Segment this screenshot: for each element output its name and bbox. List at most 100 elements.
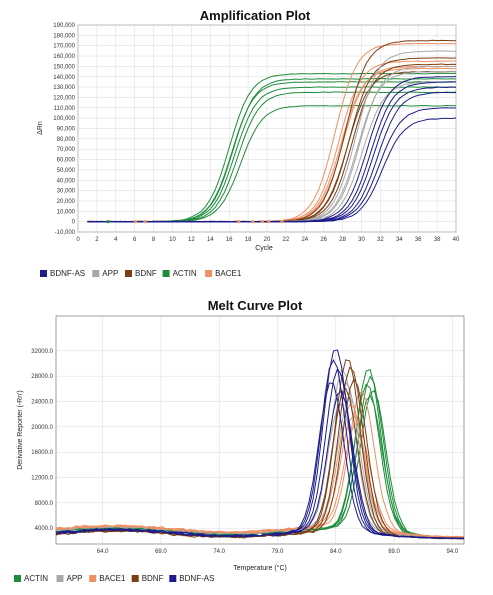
legend-swatch-app <box>56 575 64 582</box>
x-tick-label: 28 <box>339 237 346 243</box>
y-tick-label: 30,000 <box>57 189 76 195</box>
x-tick-label: 32 <box>377 237 384 243</box>
melt-curve-chart: Melt Curve Plot 4000.0 8000.0 12000.0 16000… <box>14 298 465 583</box>
y-tick-label: 0 <box>72 220 76 226</box>
y-tick-label: 110,000 <box>54 106 76 112</box>
x-tick-label: 0 <box>76 237 80 243</box>
x-tick-label: 74.0 <box>213 549 225 555</box>
amplification-legend: BDNF-AS APP BDNF ACTIN BACE1 <box>40 269 242 278</box>
y-tick-label: 10,000 <box>57 209 76 215</box>
legend-label-bdnf-as: BDNF-AS <box>50 269 85 278</box>
x-tick-label: 26 <box>320 237 327 243</box>
y-tick-label: 8000.0 <box>35 501 54 507</box>
legend-swatch-actin <box>14 575 21 582</box>
legend-label-bace1: BACE1 <box>215 269 242 278</box>
legend-swatch-bace1 <box>89 575 97 582</box>
amplification-curves <box>87 39 457 223</box>
amplification-title: Amplification Plot <box>200 8 311 23</box>
x-tick-label: 6 <box>133 237 137 243</box>
legend-label-bace1: BACE1 <box>99 574 126 583</box>
baseline-marker <box>280 220 284 224</box>
amplification-baseline-markers <box>106 220 284 224</box>
y-tick-label: 120,000 <box>53 95 75 101</box>
legend-label-bdnf: BDNF <box>135 269 157 278</box>
melt-y-ticks: 4000.0 8000.0 12000.0 16000.0 20000.0 24000.0… <box>31 349 53 532</box>
y-tick-label: 90,000 <box>57 127 76 133</box>
x-tick-label: 22 <box>283 237 290 243</box>
y-tick-label: 140,000 <box>53 75 75 81</box>
x-tick-label: 40 <box>453 237 460 243</box>
legend-label-bdnf-as: BDNF-AS <box>179 574 214 583</box>
x-tick-label: 14 <box>207 237 214 243</box>
y-tick-label: 40,000 <box>57 178 76 184</box>
x-tick-label: 36 <box>415 237 422 243</box>
baseline-marker <box>251 220 255 224</box>
melt-plot-area <box>55 315 465 545</box>
amplification-y-label: ΔRn <box>37 121 44 135</box>
y-tick-label: 60,000 <box>57 158 76 164</box>
y-tick-label: 180,000 <box>53 33 75 39</box>
y-tick-label: 28000.0 <box>31 374 53 380</box>
x-tick-label: 89.0 <box>388 549 400 555</box>
x-tick-label: 12 <box>188 237 195 243</box>
amplification-grid <box>77 24 457 233</box>
baseline-marker <box>143 220 147 224</box>
x-tick-label: 84.0 <box>330 549 342 555</box>
x-tick-label: 64.0 <box>97 549 109 555</box>
amplification-chart: Amplification Plot -10,000010,00020,0003… <box>37 8 460 278</box>
legend-label-bdnf: BDNF <box>142 574 164 583</box>
y-tick-label: 100,000 <box>53 116 75 122</box>
melt-title: Melt Curve Plot <box>208 298 303 313</box>
x-tick-label: 16 <box>226 237 233 243</box>
curve-bdnf-as <box>55 389 465 539</box>
legend-swatch-actin <box>162 270 170 277</box>
legend-swatch-app <box>92 270 100 277</box>
y-tick-label: 20000.0 <box>31 425 53 431</box>
y-tick-label: 50,000 <box>57 168 76 174</box>
melt-x-ticks: 64.0 69.0 74.0 79.0 84.0 89.0 94.0 <box>97 549 459 555</box>
x-tick-label: 4 <box>114 237 118 243</box>
y-tick-label: 32000.0 <box>31 349 53 355</box>
y-tick-label: 130,000 <box>53 85 75 91</box>
y-tick-label: 4000.0 <box>35 526 54 532</box>
x-tick-label: 24 <box>301 237 308 243</box>
x-tick-label: 30 <box>358 237 365 243</box>
y-tick-label: 12000.0 <box>31 476 53 482</box>
legend-label-app: APP <box>67 574 83 583</box>
baseline-marker <box>106 220 110 224</box>
baseline-marker <box>267 220 271 224</box>
x-tick-label: 38 <box>434 237 441 243</box>
y-tick-label: 24000.0 <box>31 400 53 406</box>
x-tick-label: 79.0 <box>272 549 284 555</box>
legend-swatch-bdnf-as <box>169 575 177 582</box>
legend-swatch-bdnf <box>131 575 139 582</box>
melt-y-label: Derivative Reporter (-Rn') <box>17 390 24 470</box>
x-tick-label: 18 <box>245 237 252 243</box>
y-tick-label: 190,000 <box>53 23 75 29</box>
melt-x-label: Temperature (°C) <box>233 564 287 572</box>
baseline-marker <box>237 220 241 224</box>
x-tick-label: 69.0 <box>155 549 167 555</box>
x-tick-label: 20 <box>264 237 271 243</box>
y-tick-label: 150,000 <box>53 64 75 70</box>
legend-swatch-bdnf-as <box>40 270 47 277</box>
curve-bdnf-as <box>87 107 457 223</box>
y-tick-label: 20,000 <box>57 199 76 205</box>
y-tick-label: 80,000 <box>57 137 76 143</box>
legend-swatch-bdnf <box>125 270 132 277</box>
amplification-y-ticks: -10,000 0 10,000 20,000 30,000 40,000 50,000 60… <box>53 23 75 236</box>
y-tick-label: 16000.0 <box>31 450 53 456</box>
melt-curves <box>55 349 465 540</box>
y-tick-label: 160,000 <box>53 54 75 60</box>
legend-label-actin: ACTIN <box>24 574 48 583</box>
legend-swatch-bace1 <box>205 270 213 277</box>
amplification-x-ticks: 0 2 4 6 8 10 12 14 16 18 20 22 24 26 28 30 32 34 36 38 40 <box>76 237 460 243</box>
melt-legend: ACTIN APP BACE1 BDNF BDNF-AS <box>14 574 214 583</box>
baseline-marker <box>260 220 264 224</box>
x-tick-label: 8 <box>152 237 156 243</box>
baseline-marker <box>134 220 138 224</box>
x-tick-label: 34 <box>396 237 403 243</box>
y-tick-label: -10,000 <box>55 230 76 236</box>
y-tick-label: 170,000 <box>53 44 75 50</box>
